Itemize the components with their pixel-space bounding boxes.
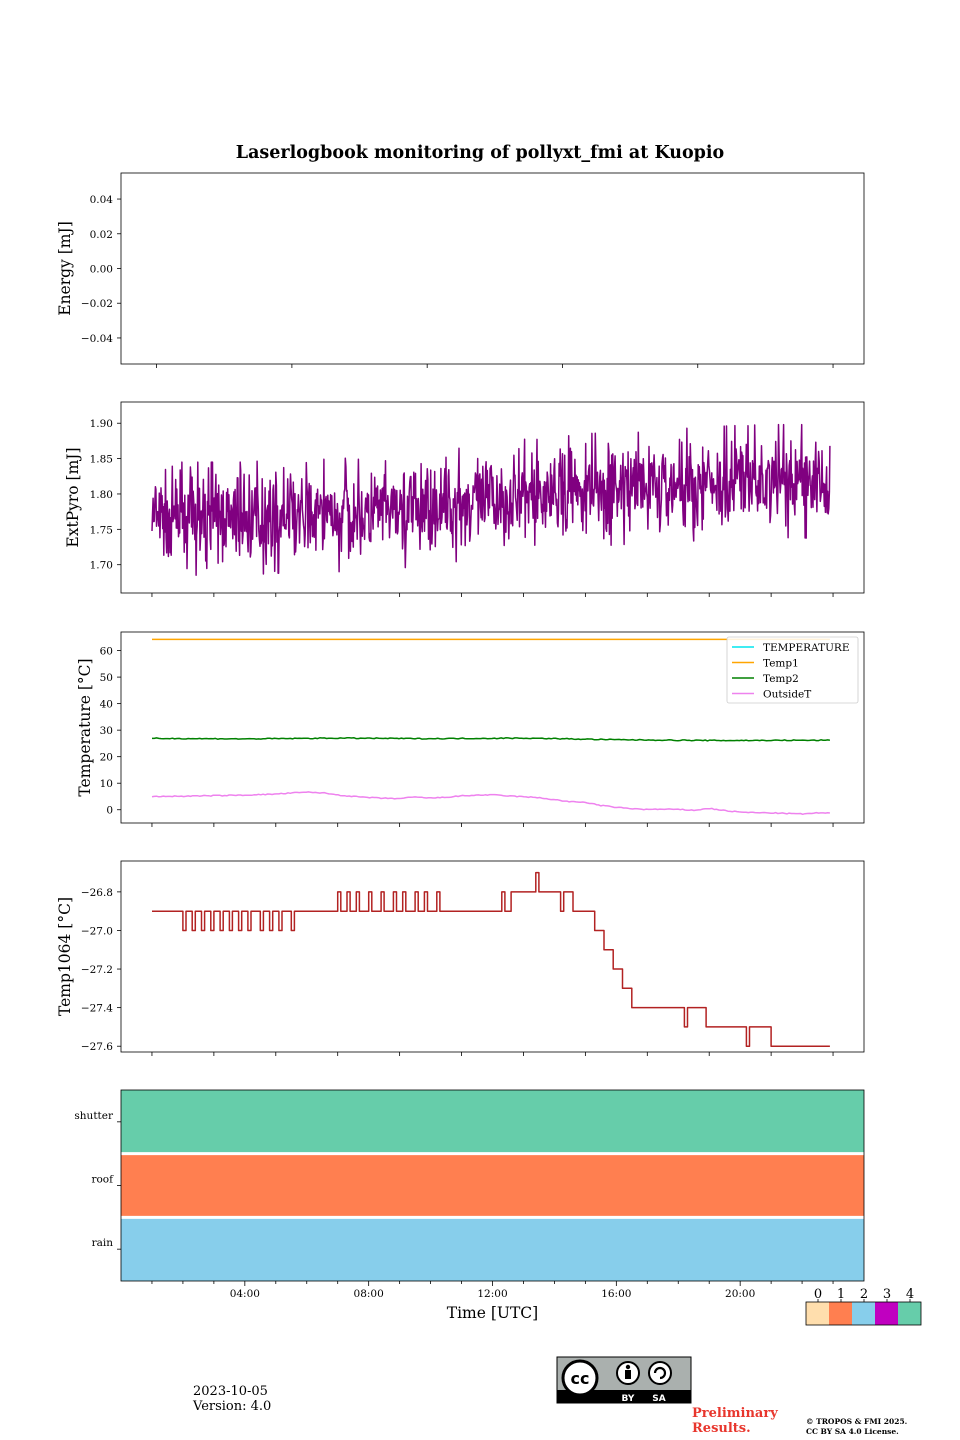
colorbar-tick-label: 1 [837,1287,845,1302]
y-tick-label: −26.8 [81,887,113,899]
status-band-roof [121,1153,864,1218]
y-tick-label: 1.70 [90,560,113,572]
y-tick-label: 40 [100,699,113,711]
legend-label-outsidet: OutsideT [763,689,811,701]
y-axis-label: Temperature [°C] [76,658,94,796]
x-tick-label: 04:00 [230,1288,260,1300]
y-tick-label: 1.80 [90,489,113,501]
row-label-rain: rain [92,1237,114,1249]
y-tick-label: 0.04 [90,194,114,206]
version-label: Version: 4.0 [193,1399,272,1414]
y-tick-label: −0.04 [81,333,113,345]
legend-label-temperature: TEMPERATURE [763,642,850,654]
legend-box [726,636,859,704]
y-tick-label: 0 [106,805,113,817]
axes-frame [120,172,865,365]
copyright-line-2: CC BY SA 4.0 License. [806,1427,899,1436]
y-tick-label: −0.02 [81,298,113,310]
series-line-temp1064 [152,871,830,1047]
series-line-outsidet [151,791,831,816]
colorbar-tick-label: 0 [814,1287,822,1302]
colorbar-swatch-2 [852,1302,875,1325]
y-axis-label: ExtPyro [mJ] [64,447,82,547]
series-line-extpyro [151,423,831,577]
panel-status: shutter roof rain 04:00 08:00 12:00 16:00 20:00… [74,1089,865,1322]
figure-title: Laserlogbook monitoring of pollyxt_fmi a… [236,143,724,163]
y-tick-label: 50 [100,672,113,684]
axes-frame [120,631,865,824]
y-axis-label: Temp1064 [°C] [56,897,74,1016]
x-tick-label: 16:00 [601,1288,631,1300]
y-tick-label: 10 [100,778,113,790]
chart-panels: 0.04 0.02 0.00 −0.02 −0.04 Energy [mJ] 1.90 1.8… [56,172,865,1322]
y-tick-label: 1.75 [90,524,113,536]
panel-extpyro: 1.90 1.85 1.80 1.75 1.70 ExtPyro [mJ] [64,401,865,597]
x-tick-label: 08:00 [354,1288,384,1300]
y-tick-label: 0.02 [90,229,113,241]
y-tick-label: 30 [100,725,113,737]
preliminary-results-note: Preliminary Results. [692,1406,778,1436]
badge-sa-label: SA [652,1394,665,1404]
plot-area [152,871,830,1047]
series-line-temp2 [152,736,831,742]
panel-temperature: 60 50 40 30 20 10 0 Temperature [°C] TEMPERATURE… [76,631,865,827]
plot-area [151,638,831,816]
x-axis-label: Time [UTC] [447,1304,538,1322]
y-tick-label: −27.2 [81,964,113,976]
axes-frame [120,860,865,1053]
y-tick-label: 20 [100,752,113,764]
badge-by-label: BY [622,1394,635,1404]
preliminary-line-2: Results. [692,1421,751,1436]
cc-logo-icon [561,1359,599,1397]
row-label-shutter: shutter [74,1110,114,1122]
y-tick-label: 1.85 [90,454,113,466]
copyright-note: © TROPOS & FMI 2025. CC BY SA 4.0 Licens… [806,1417,907,1437]
y-tick-label: −27.6 [81,1041,113,1053]
x-tick-label: 20:00 [725,1288,755,1300]
plot-area [151,423,831,577]
colorbar-swatch-1 [829,1302,852,1325]
preliminary-line-1: Preliminary [692,1406,778,1421]
cc-license-badge: cc BY SA [556,1356,692,1404]
colorbar-swatch-0 [806,1302,829,1325]
status-band-shutter [121,1090,864,1154]
status-band-rain [121,1217,864,1281]
x-tick-label: 12:00 [477,1288,507,1300]
colorbar-swatch-4 [898,1302,921,1325]
legend-label-temp1: Temp1 [763,658,799,670]
panel-temp1064: −26.8 −27.0 −27.2 −27.4 −27.6 Temp1064 [°C] [56,860,865,1056]
colorbar-tick-label: 2 [860,1287,868,1302]
y-tick-label: −27.0 [81,925,113,937]
y-tick-label: 60 [100,646,113,658]
legend-label-temp2: Temp2 [763,673,799,685]
colorbar-tick-label: 4 [906,1287,914,1302]
y-tick-label: −27.4 [81,1003,113,1015]
row-label-roof: roof [91,1174,114,1186]
date-label: 2023-10-05 [193,1384,268,1399]
share-alike-icon [648,1361,672,1385]
colorbar-frame [805,1301,922,1326]
copyright-line-1: © TROPOS & FMI 2025. [806,1417,908,1426]
y-axis-label: Energy [mJ] [56,221,74,316]
panel-energy: 0.04 0.02 0.00 −0.02 −0.04 Energy [mJ] [56,172,865,368]
colorbar-tick-label: 3 [883,1287,891,1302]
svg-text:cc: cc [571,1369,590,1388]
y-tick-label: 0.00 [90,264,113,276]
y-tick-label: 1.90 [90,418,113,430]
colorbar-swatch-3 [875,1302,898,1325]
legend: TEMPERATURE Temp1 Temp2 OutsideT [726,636,859,704]
axes-frame [120,401,865,594]
